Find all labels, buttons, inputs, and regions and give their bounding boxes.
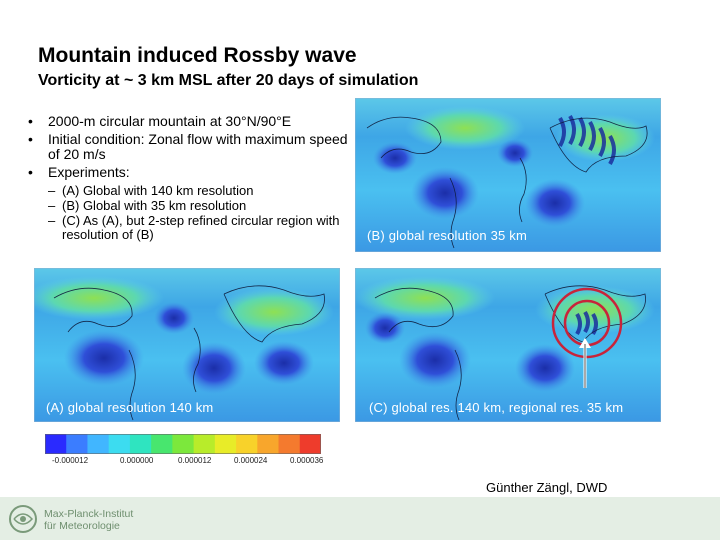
bullet-initial-condition: Initial condition: Zonal flow with maxim…	[28, 132, 348, 162]
slide-subtitle: Vorticity at ~ 3 km MSL after 20 days of…	[38, 72, 419, 89]
colorbar-swatch	[129, 434, 152, 454]
mountain-arrow	[579, 338, 591, 388]
experiment-a: (A) Global with 140 km resolution	[48, 184, 348, 199]
colorbar-swatch	[87, 434, 110, 454]
panel-b-label: (B) global resolution 35 km	[367, 228, 528, 243]
panel-c-label: (C) global res. 140 km, regional res. 35…	[369, 400, 624, 415]
colorbar-tick-3: 0.000012	[178, 456, 212, 465]
colorbar-swatch	[257, 434, 280, 454]
bullet-mountain: 2000-m circular mountain at 30°N/90°E	[28, 114, 348, 130]
vorticity-map-b	[355, 98, 661, 252]
colorbar-tick-4: 0.000024	[234, 456, 268, 465]
panel-a-map: (A) global resolution 140 km	[34, 268, 340, 422]
colorbar-swatch	[278, 434, 301, 454]
colorbar-swatch	[172, 434, 195, 454]
institute-line-2: für Meteorologie	[44, 520, 120, 532]
author-credit: Günther Zängl, DWD	[486, 480, 608, 495]
colorbar-swatch	[66, 434, 88, 454]
experiment-b: (B) Global with 35 km resolution	[48, 199, 348, 214]
experiment-c: (C) As (A), but 2-step refined circular …	[48, 214, 348, 242]
colorbar-swatch	[108, 434, 131, 454]
colorbar-tick-5: 0.000036	[290, 456, 324, 465]
refinement-ring-outer	[551, 287, 623, 359]
bullet-experiments: Experiments:	[28, 165, 348, 181]
colorbar	[45, 434, 321, 454]
vorticity-map-a	[34, 268, 340, 422]
footer-band	[0, 497, 720, 540]
vorticity-map-c	[355, 268, 661, 422]
colorbar-swatch	[45, 434, 67, 454]
institute-name: Max-Planck-Institut für Meteorologie	[44, 508, 133, 532]
slide-title: Mountain induced Rossby wave	[38, 44, 357, 67]
colorbar-swatch	[236, 434, 258, 454]
colorbar-swatch	[214, 434, 237, 454]
colorbar-swatch	[151, 434, 173, 454]
colorbar-tick-1: -0.000012	[52, 456, 89, 465]
panel-a-label: (A) global resolution 140 km	[46, 400, 214, 415]
panel-c-map: (C) global res. 140 km, regional res. 35…	[355, 268, 661, 422]
institute-line-1: Max-Planck-Institut	[44, 508, 134, 520]
bullet-list: 2000-m circular mountain at 30°N/90°E In…	[28, 114, 348, 243]
panel-b-map: (B) global resolution 35 km	[355, 98, 661, 252]
colorbar-swatch	[193, 434, 216, 454]
experiment-list: (A) Global with 140 km resolution (B) Gl…	[28, 184, 348, 242]
colorbar-swatch	[299, 434, 321, 454]
colorbar-tick-2: 0.000000	[120, 456, 154, 465]
mpi-logo-icon	[9, 505, 37, 533]
